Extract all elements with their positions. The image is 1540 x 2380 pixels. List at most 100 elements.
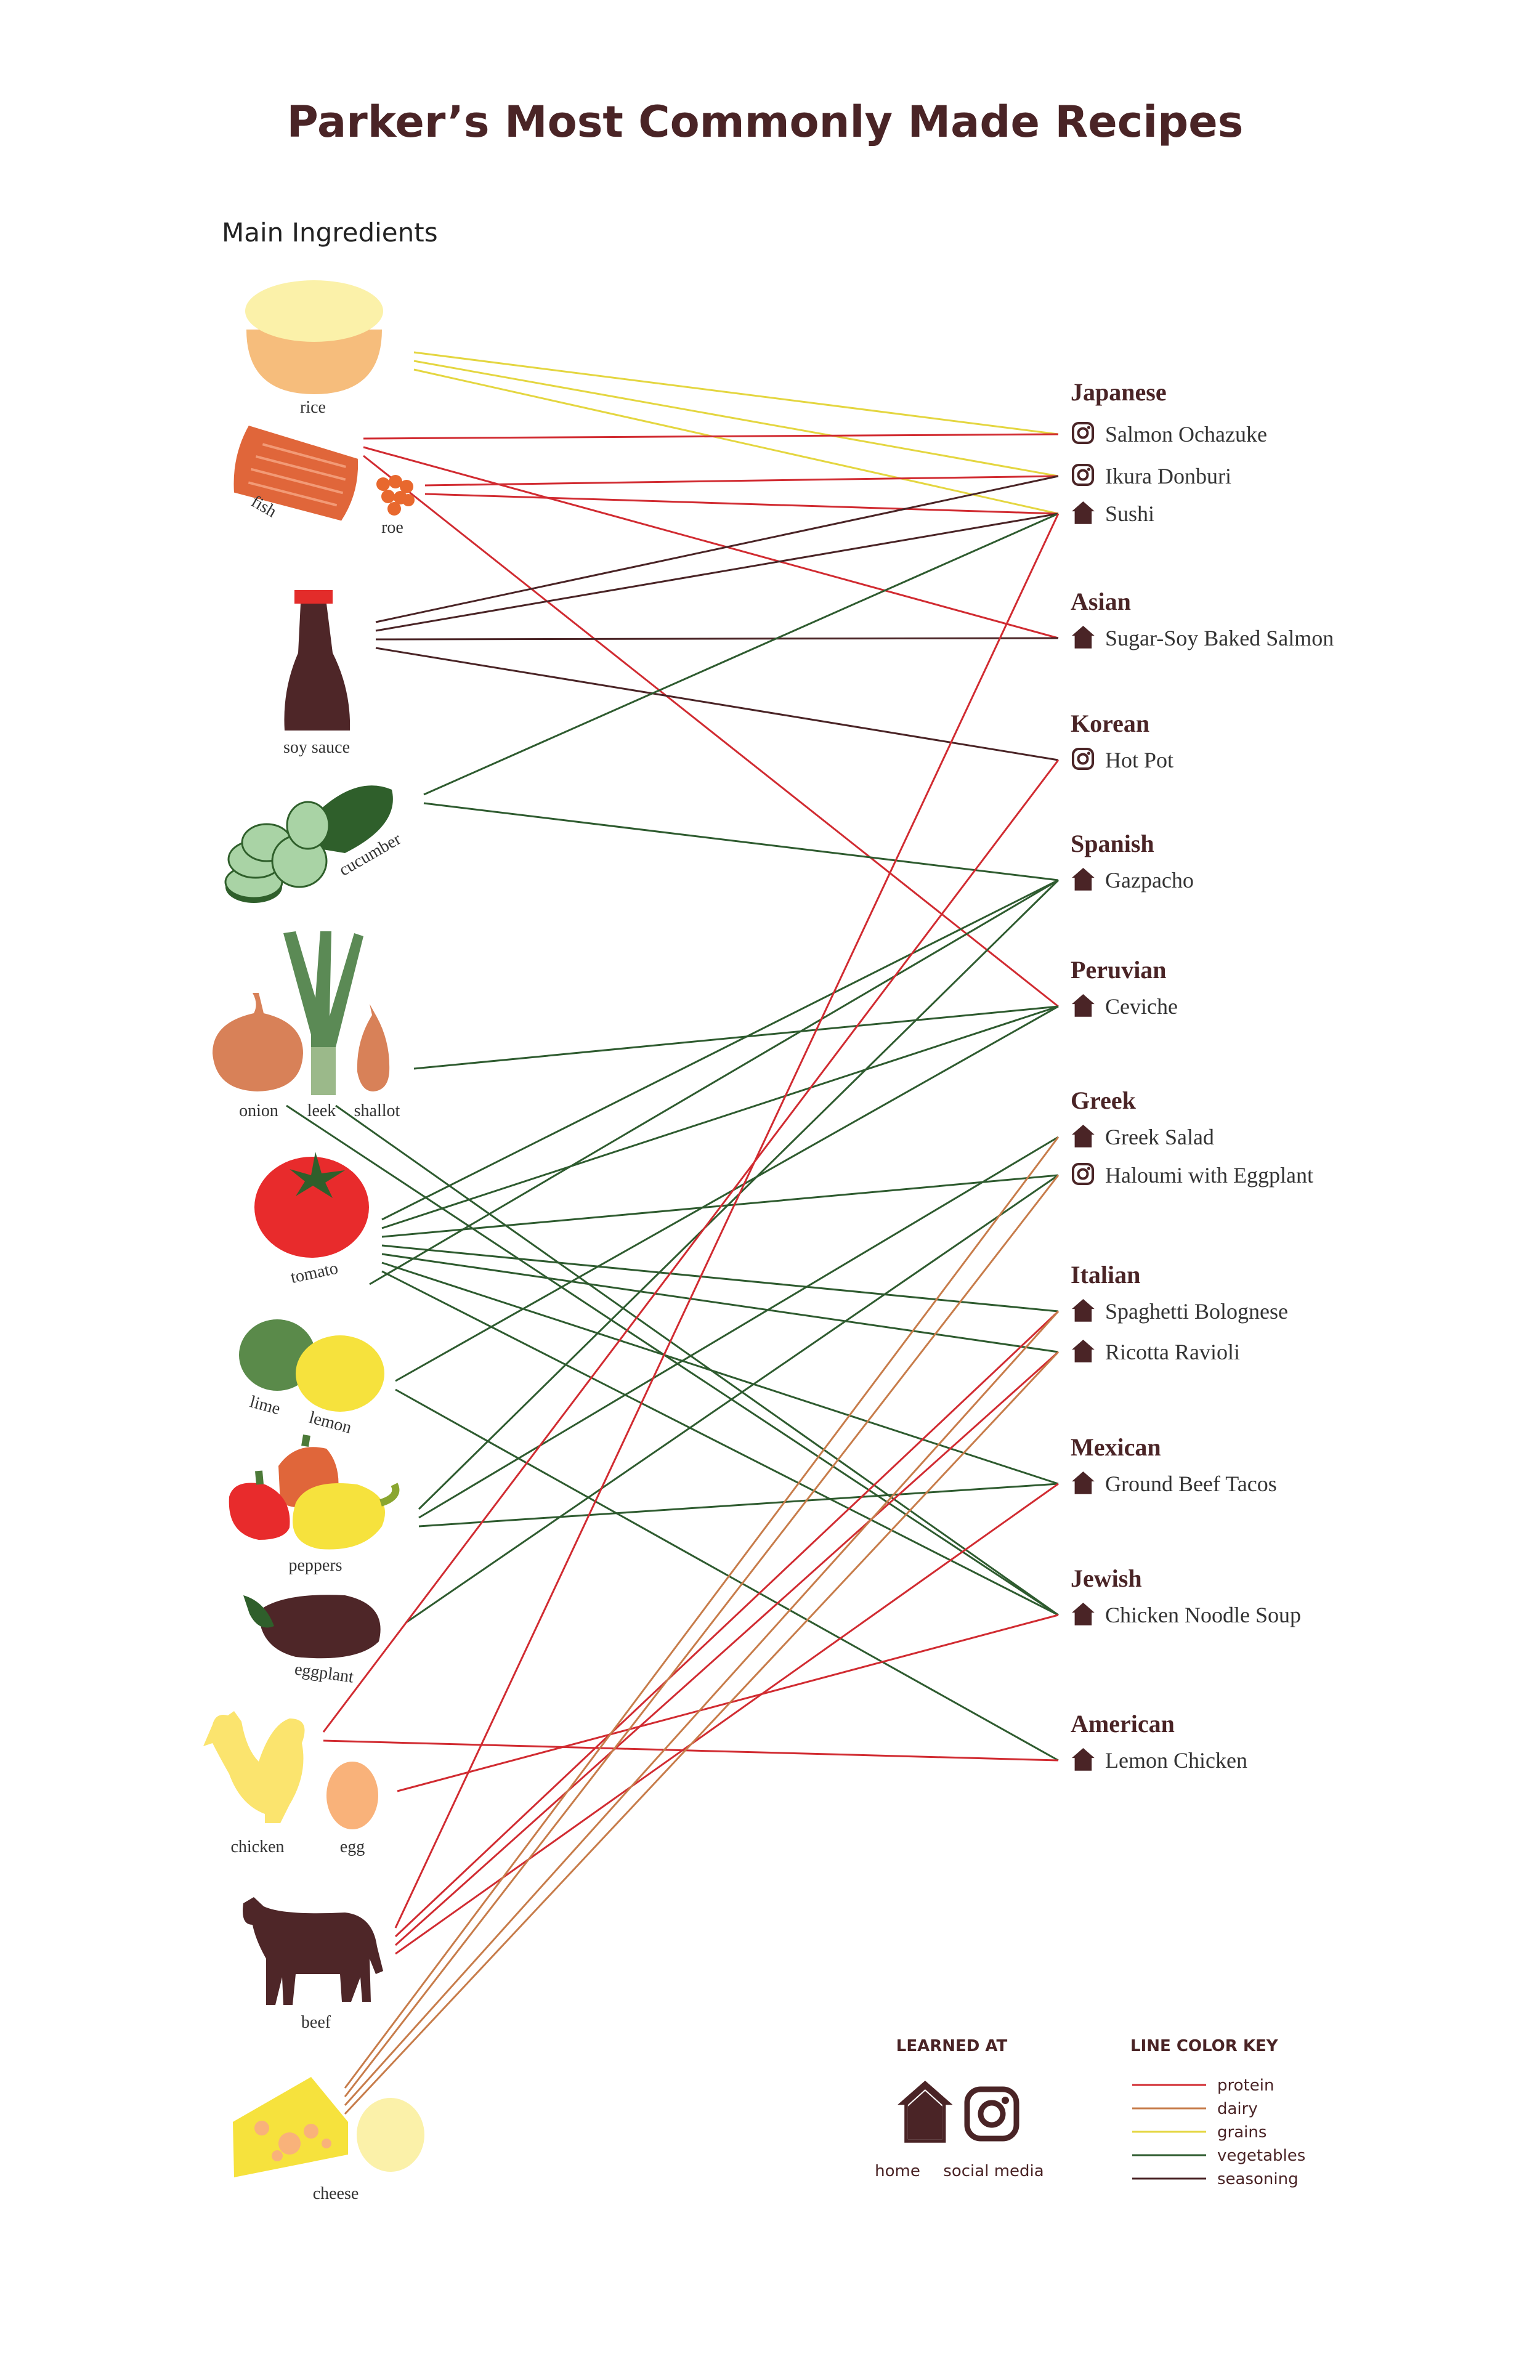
eggplant-illustration: [243, 1595, 381, 1659]
recipe-sugar-soy-baked-salmon: Sugar-Soy Baked Salmon: [1072, 626, 1334, 650]
connection-cucumber-to-gazpacho: [423, 802, 1059, 881]
ingredient-label-shallot: shallot: [354, 1101, 400, 1120]
connection-chicken-to-lemon-chicken: [323, 1739, 1059, 1762]
connection-cheese-to-greek-salad: [344, 1136, 1060, 2089]
cuisine-heading-asian: Asian: [1071, 588, 1131, 615]
connection-cheese-to-spaghetti-bolognese: [344, 1310, 1060, 2107]
beef-illustration: [243, 1897, 383, 2005]
recipe-label: Chicken Noodle Soup: [1105, 1603, 1301, 1627]
connection-soy-sauce-to-sugar-soy-baked-salmon: [375, 637, 1059, 641]
connection-leek-to-chicken-noodle-soup: [335, 1104, 1059, 1616]
ingredient-label-cheese: cheese: [313, 2184, 359, 2203]
connection-peppers-to-greek-salad: [418, 1136, 1059, 1519]
recipe-salmon-ochazuke: Salmon Ochazuke: [1072, 422, 1267, 447]
connection-beef-to-spaghetti-bolognese: [394, 1310, 1060, 1938]
legend-line-color-key: LINE COLOR KEY protein dairy grains vegetab…: [1130, 2037, 1305, 2188]
home-icon: [1072, 1125, 1095, 1148]
connection-lines: [286, 351, 1060, 2115]
connection-tomato-to-gazpacho: [381, 879, 1059, 1221]
key-label-grains: grains: [1217, 2123, 1266, 2142]
recipe-label: Haloumi with Eggplant: [1105, 1163, 1313, 1188]
ingredient-label-lemon: lemon: [307, 1408, 354, 1438]
connection-beef-to-ground-beef-tacos: [395, 1483, 1059, 1955]
key-label-vegetables: vegetables: [1217, 2147, 1305, 2165]
recipe-ground-beef-tacos: Ground Beef Tacos: [1072, 1471, 1277, 1496]
home-icon: [1072, 626, 1095, 649]
connection-lime-to-gazpacho: [369, 879, 1059, 1285]
recipe-ricotta-ravioli: Ricotta Ravioli: [1072, 1340, 1240, 1364]
cuisine-list: Japanese Salmon Ochazuke Ikura Donburi Sush…: [1071, 378, 1334, 1773]
home-icon: [1072, 501, 1095, 524]
legend-home-label: home: [875, 2162, 920, 2180]
key-label-protein: protein: [1217, 2076, 1274, 2095]
recipe-label: Gazpacho: [1105, 868, 1194, 892]
recipe-gazpacho: Gazpacho: [1072, 868, 1194, 892]
connection-cheese-to-haloumi-with-eggplant: [344, 1175, 1060, 2097]
connection-tomato-to-ricotta-ravioli: [381, 1253, 1059, 1353]
ingredient-label-rice: rice: [300, 398, 326, 417]
legend-learned-at: LEARNED AT home social media: [875, 2037, 1044, 2180]
ingredient-label-soy-sauce: soy sauce: [283, 738, 350, 757]
cuisine-heading-japanese: Japanese: [1071, 378, 1167, 406]
ingredient-label-roe: roe: [381, 518, 403, 537]
recipe-lemon-chicken: Lemon Chicken: [1072, 1748, 1247, 1773]
recipe-greek-salad: Greek Salad: [1072, 1125, 1214, 1149]
key-label-dairy: dairy: [1217, 2100, 1258, 2118]
connection-fish-to-salmon-ochazuke: [363, 433, 1059, 440]
ingredient-label-eggplant: eggplant: [293, 1660, 355, 1687]
recipe-chicken-noodle-soup: Chicken Noodle Soup: [1072, 1603, 1301, 1627]
recipe-sushi: Sushi: [1072, 501, 1154, 526]
connection-roe-to-sushi: [424, 493, 1059, 515]
page-title: Parker’s Most Commonly Made Recipes: [287, 97, 1244, 147]
ingredient-label-lime: lime: [248, 1392, 282, 1419]
peppers-illustration: [229, 1435, 400, 1550]
home-icon: [1072, 994, 1095, 1017]
connection-tomato-to-ground-beef-tacos: [381, 1261, 1059, 1485]
connection-rice-to-ikura-donburi: [413, 360, 1059, 477]
instagram-icon: [964, 2086, 1019, 2142]
connection-soy-sauce-to-sushi: [375, 512, 1059, 632]
tomato-illustration: [254, 1152, 369, 1258]
connection-tomato-to-ceviche: [381, 1005, 1059, 1229]
connection-soy-sauce-to-hot-pot: [375, 647, 1059, 761]
recipe-hot-pot: Hot Pot: [1072, 748, 1173, 772]
connection-rice-to-salmon-ochazuke: [413, 351, 1059, 435]
connection-eggplant-to-haloumi-with-eggplant: [405, 1174, 1059, 1624]
roe-illustration: [376, 475, 415, 516]
cuisine-heading-spanish: Spanish: [1071, 830, 1154, 857]
cuisine-heading-peruvian: Peruvian: [1071, 956, 1167, 984]
ingredient-label-onion: onion: [239, 1101, 278, 1120]
cheese-illustration: [233, 2077, 424, 2177]
recipe-label: Greek Salad: [1105, 1125, 1214, 1149]
instagram-icon: [1072, 464, 1094, 486]
home-icon: [1072, 868, 1095, 891]
legend-social-label: social media: [943, 2162, 1044, 2180]
chicken-illustration: [203, 1711, 305, 1823]
recipe-label: Ikura Donburi: [1105, 464, 1231, 488]
connection-lemon-to-lemon-chicken: [395, 1388, 1059, 1762]
cuisine-heading-american: American: [1071, 1710, 1175, 1738]
home-icon: [1072, 1340, 1095, 1362]
ingredient-label-leek: leek: [307, 1101, 336, 1120]
instagram-icon: [1072, 1163, 1094, 1185]
ingredient-label-chicken: chicken: [230, 1837, 284, 1856]
recipe-label: Spaghetti Bolognese: [1105, 1299, 1288, 1324]
cuisine-heading-korean: Korean: [1071, 710, 1149, 737]
recipe-label: Sushi: [1105, 501, 1154, 526]
connection-soy-sauce-to-ikura-donburi: [375, 475, 1059, 623]
fish-illustration: [233, 425, 359, 521]
recipe-label: Salmon Ochazuke: [1105, 422, 1267, 447]
cucumber-illustration: [224, 785, 393, 903]
ingredient-label-tomato: tomato: [289, 1258, 340, 1287]
shallot-illustration: [357, 1004, 390, 1091]
connection-rice-to-sushi: [413, 368, 1059, 515]
recipe-ceviche: Ceviche: [1072, 994, 1178, 1019]
ingredient-label-peppers: peppers: [288, 1556, 342, 1575]
recipe-haloumi-with-eggplant: Haloumi with Eggplant: [1072, 1163, 1313, 1188]
connection-onion-to-chicken-noodle-soup: [286, 1104, 1059, 1616]
recipe-label: Lemon Chicken: [1105, 1748, 1247, 1773]
instagram-icon: [1072, 422, 1094, 444]
cuisine-heading-jewish: Jewish: [1071, 1564, 1142, 1592]
ingredient-label-egg: egg: [340, 1837, 365, 1856]
